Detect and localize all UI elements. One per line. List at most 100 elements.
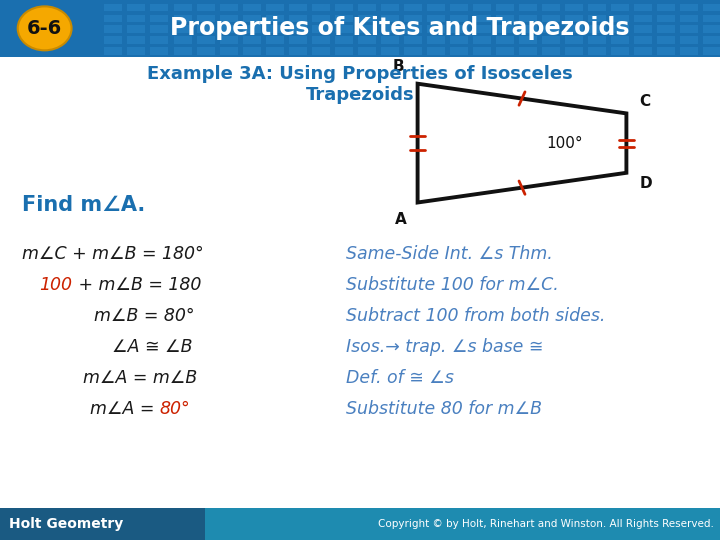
Text: C: C [639,94,650,109]
Bar [289,4,307,11]
Bar [473,25,491,33]
Bar [427,15,445,22]
Bar [496,4,514,11]
Bar [381,25,399,33]
Bar [519,25,537,33]
Text: Properties of Kites and Trapezoids: Properties of Kites and Trapezoids [170,16,629,40]
Bar [266,15,284,22]
Bar [703,15,720,22]
Bar [335,25,353,33]
Bar [519,4,537,11]
Bar [220,25,238,33]
Bar [473,36,491,44]
Text: Isos.→ trap. ∠s base ≅: Isos.→ trap. ∠s base ≅ [346,338,543,356]
Bar [703,25,720,33]
Bar [450,4,468,11]
Bar [289,25,307,33]
Text: Same-Side Int. ∠s Thm.: Same-Side Int. ∠s Thm. [346,245,552,263]
Bar [104,47,122,55]
Bar [358,15,376,22]
Bar [127,15,145,22]
Text: Find m∠A.: Find m∠A. [22,195,145,215]
Bar [404,25,422,33]
Bar [197,36,215,44]
Bar [680,36,698,44]
Text: m∠A = m∠B: m∠A = m∠B [83,369,197,387]
Bar [220,15,238,22]
Bar [542,15,560,22]
Bar [450,36,468,44]
Text: Holt Geometry: Holt Geometry [9,517,123,531]
Bar [496,47,514,55]
Bar [358,25,376,33]
Text: Example 3A: Using Properties of Isosceles: Example 3A: Using Properties of Isoscele… [147,65,573,83]
Text: Substitute 100 for m∠C.: Substitute 100 for m∠C. [346,276,558,294]
Bar [427,47,445,55]
Bar [542,4,560,11]
Bar [243,36,261,44]
Bar [634,47,652,55]
Bar [611,25,629,33]
Bar [197,15,215,22]
Bar [657,25,675,33]
Bar [519,47,537,55]
Bar [588,47,606,55]
Bar [220,47,238,55]
Bar [174,25,192,33]
Bar [427,4,445,11]
Bar [473,15,491,22]
Bar [657,36,675,44]
Bar [174,15,192,22]
Bar [542,36,560,44]
Text: D: D [639,176,652,191]
Bar [404,4,422,11]
Bar [703,36,720,44]
Bar [289,15,307,22]
Bar [174,47,192,55]
Bar [565,15,583,22]
Bar [427,36,445,44]
Bar [565,25,583,33]
Text: m∠C + m∠B = 180°: m∠C + m∠B = 180° [22,245,203,263]
Bar [588,25,606,33]
Bar [243,4,261,11]
Bar [335,47,353,55]
Text: 100°: 100° [546,136,583,151]
Bar [450,15,468,22]
Bar [588,36,606,44]
Bar [588,4,606,11]
Bar [519,36,537,44]
Bar [381,4,399,11]
Ellipse shape [18,6,71,50]
Text: 6-6: 6-6 [27,19,62,38]
Bar [243,47,261,55]
Bar [335,36,353,44]
Bar [565,36,583,44]
Bar [266,47,284,55]
Bar [611,47,629,55]
Bar [634,36,652,44]
Bar [243,25,261,33]
Bar [127,25,145,33]
Bar [565,47,583,55]
Bar [496,36,514,44]
Bar [174,36,192,44]
Bar [611,15,629,22]
Bar [0,508,205,540]
Bar [657,4,675,11]
Bar [0,0,720,57]
Bar [450,47,468,55]
Bar [104,4,122,11]
Text: A: A [395,212,407,227]
Bar [127,36,145,44]
Bar [150,47,168,55]
Bar [150,15,168,22]
Bar [680,15,698,22]
Bar [150,4,168,11]
Bar [565,4,583,11]
Bar [197,25,215,33]
Bar [634,15,652,22]
Bar [634,4,652,11]
Bar [335,15,353,22]
Bar [450,25,468,33]
